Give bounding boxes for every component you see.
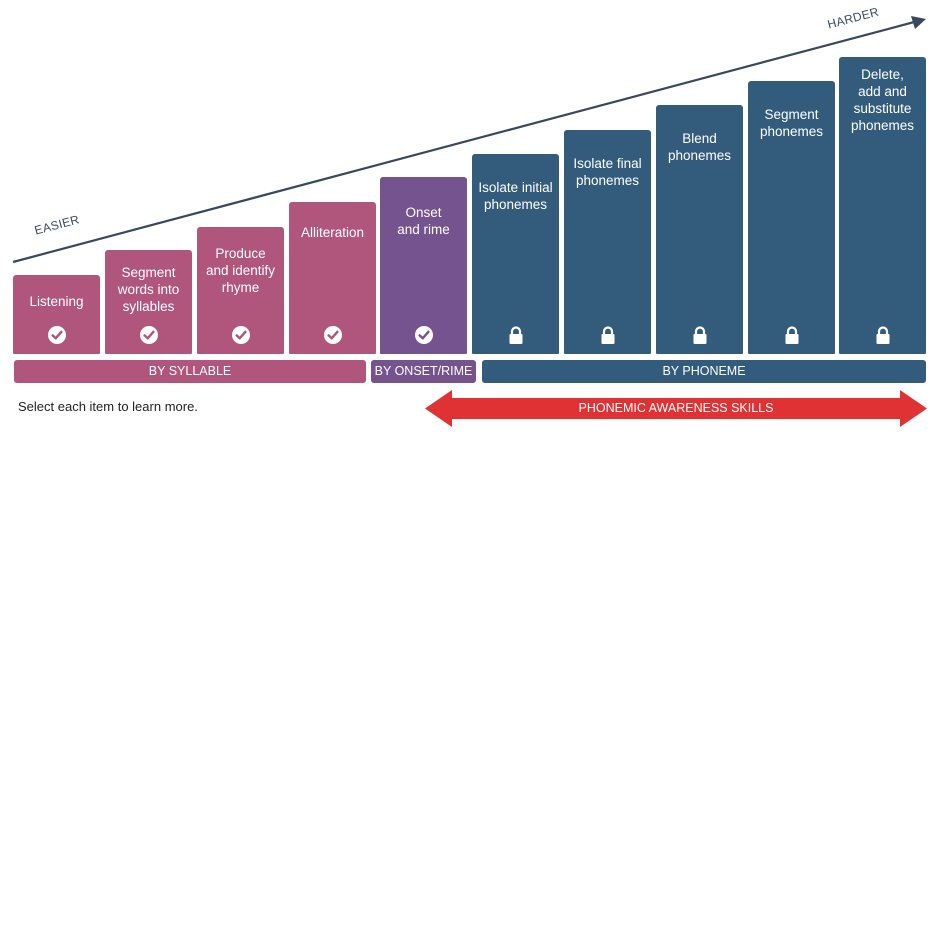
skill-label: Isolate final phonemes bbox=[573, 156, 642, 188]
skill-bar-segment-words-into-syllables[interactable]: Segment words into syllables bbox=[105, 250, 192, 354]
category-by-phoneme: BY PHONEME bbox=[482, 360, 926, 383]
skill-label: Isolate initial phonemes bbox=[478, 180, 553, 212]
skill-bar-isolate-final-phonemes[interactable]: Isolate final phonemes bbox=[564, 130, 651, 354]
skill-label: Produce and identify rhyme bbox=[205, 246, 276, 295]
skill-label: Listening bbox=[29, 294, 84, 309]
skill-label: Segment phonemes bbox=[759, 107, 824, 139]
category-by-onset-rime: BY ONSET/RIME bbox=[371, 360, 476, 383]
skill-label: Alliteration bbox=[300, 225, 365, 240]
trend-line bbox=[12, 19, 919, 264]
lock-icon bbox=[876, 326, 889, 344]
difficulty-trend-line bbox=[12, 16, 926, 264]
check-icon bbox=[139, 326, 158, 344]
skill-bar-blend-phonemes[interactable]: Blend phonemes bbox=[656, 105, 743, 354]
lock-icon bbox=[601, 326, 614, 344]
skill-bar-alliteration[interactable]: Alliteration bbox=[289, 202, 376, 354]
skill-label: Segment words into syllables bbox=[117, 265, 180, 314]
trend-arrowhead bbox=[911, 16, 926, 29]
check-icon bbox=[231, 326, 250, 344]
lock-icon bbox=[785, 326, 798, 344]
skill-label: Blend phonemes bbox=[667, 131, 732, 163]
lock-icon bbox=[509, 326, 522, 344]
skill-bar-segment-phonemes[interactable]: Segment phonemes bbox=[748, 81, 835, 354]
check-icon bbox=[323, 326, 342, 344]
phonemic-awareness-label: PHONEMIC AWARENESS SKILLS bbox=[578, 401, 774, 415]
skill-bar-onset-and-rime[interactable]: Onset and rime bbox=[380, 177, 467, 354]
skill-bar-listening[interactable]: Listening bbox=[13, 275, 100, 354]
instruction-text: Select each item to learn more. bbox=[18, 399, 198, 414]
lock-icon bbox=[693, 326, 706, 344]
category-by-syllable: BY SYLLABLE bbox=[14, 360, 366, 383]
skill-label: Delete, add and substitute phonemes bbox=[850, 67, 915, 133]
skill-bar-delete-add-substitute-phonemes[interactable]: Delete, add and substitute phonemes bbox=[839, 57, 926, 354]
skill-bar-isolate-initial-phonemes[interactable]: Isolate initial phonemes bbox=[472, 154, 559, 354]
skill-bar-produce-and-identify-rhyme[interactable]: Produce and identify rhyme bbox=[197, 227, 284, 354]
phonemic-awareness-arrow bbox=[425, 390, 927, 427]
skill-label: Onset and rime bbox=[397, 205, 450, 237]
check-icon bbox=[47, 326, 66, 344]
check-icon bbox=[414, 326, 433, 344]
